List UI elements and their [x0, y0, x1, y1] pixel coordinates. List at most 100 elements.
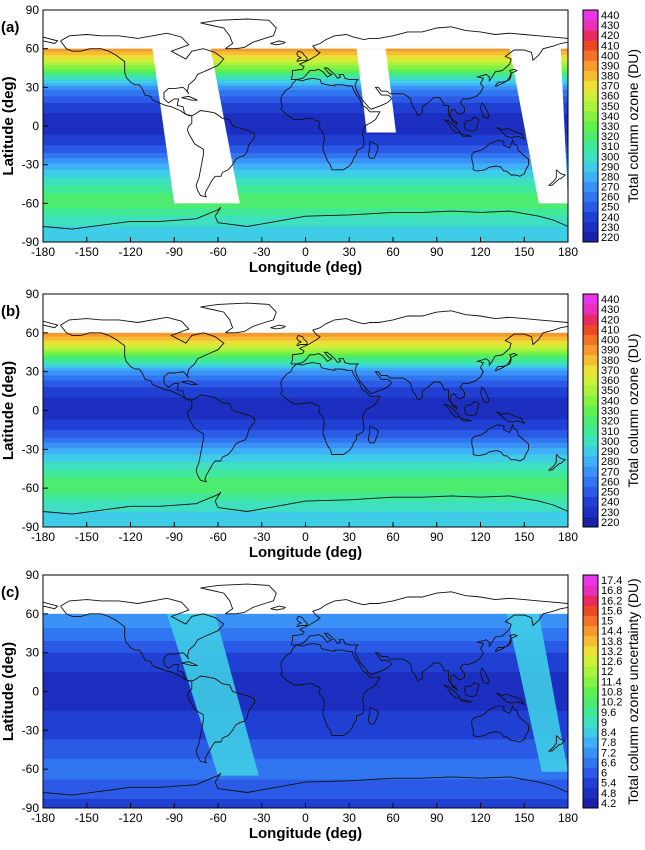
- lat-band: [43, 118, 568, 121]
- lat-band: [43, 519, 568, 522]
- lat-band: [43, 663, 568, 665]
- coastline: [471, 704, 530, 743]
- lat-band: [43, 230, 568, 233]
- lat-band: [43, 504, 568, 507]
- lat-band: [43, 685, 568, 687]
- lat-band: [43, 129, 568, 132]
- lat-band: [43, 641, 568, 643]
- lat-band: [43, 741, 568, 744]
- lat-band: [43, 159, 568, 162]
- lat-band: [43, 198, 568, 201]
- lat-band: [43, 630, 568, 633]
- x-tick-label: -90: [166, 530, 184, 544]
- lat-band: [43, 371, 568, 374]
- lat-band: [43, 476, 568, 479]
- lat-band: [43, 495, 568, 498]
- coastline: [443, 684, 461, 699]
- lat-band: [43, 697, 568, 700]
- lat-band: [43, 683, 568, 686]
- coastline: [186, 675, 255, 764]
- x-tick-label: -60: [209, 811, 227, 825]
- coastline: [43, 36, 59, 44]
- lat-band: [43, 748, 568, 751]
- colorbar-tick-label: 440: [601, 294, 619, 306]
- coastline: [459, 133, 472, 137]
- coastline: [459, 417, 472, 422]
- lat-band: [43, 202, 568, 204]
- colorbar-swatch: [583, 364, 598, 376]
- lat-band: [43, 194, 568, 197]
- lat-band: [43, 488, 568, 491]
- lat-band: [43, 642, 568, 645]
- lat-band: [43, 158, 568, 161]
- coastline: [494, 353, 519, 371]
- colorbar-tick-label: 16.2: [601, 595, 622, 607]
- coastline: [547, 169, 567, 186]
- lat-band: [43, 120, 568, 123]
- panel-2: -180 -150 -120 -90 -60 -30 0 30 60 90 120 150 180-90…: [0, 568, 641, 842]
- lat-band: [43, 410, 568, 413]
- colorbar-swatch: [583, 595, 598, 606]
- lat-band: [43, 216, 568, 219]
- lat-band: [43, 729, 568, 731]
- lat-band: [43, 726, 568, 729]
- lat-band: [43, 738, 568, 740]
- lat-band: [43, 234, 568, 237]
- lat-band: [43, 428, 568, 431]
- colorbar-tick-label: 410: [601, 40, 619, 52]
- lat-band: [43, 160, 568, 163]
- colorbar-tick-label: 360: [601, 91, 619, 103]
- y-tick-label: 90: [26, 287, 40, 301]
- coastline: [200, 583, 277, 615]
- lat-band: [43, 700, 568, 703]
- lat-band: [43, 793, 568, 796]
- lat-band: [43, 372, 568, 375]
- colorbar-label: Total column ozone (DU): [625, 49, 641, 203]
- lat-band: [43, 477, 568, 480]
- coastline: [290, 26, 568, 126]
- lat-band: [43, 86, 568, 88]
- x-tick-label: -90: [166, 811, 184, 825]
- lat-band: [43, 77, 568, 79]
- x-tick-label: -180: [31, 245, 55, 259]
- lat-band: [43, 736, 568, 739]
- coastline: [60, 32, 225, 117]
- lat-band: [43, 666, 568, 669]
- colorbar-swatch: [583, 716, 598, 728]
- x-tick-label: 90: [430, 245, 444, 259]
- lat-band: [43, 100, 568, 103]
- lat-band: [43, 382, 568, 384]
- colorbar-swatch: [583, 294, 598, 305]
- lat-band: [43, 105, 568, 108]
- lat-band: [43, 151, 568, 154]
- colorbar-swatch: [583, 625, 598, 637]
- lat-band: [43, 65, 568, 68]
- lat-band: [43, 449, 568, 452]
- lat-band: [43, 168, 568, 171]
- lat-band: [43, 749, 568, 752]
- lat-band: [43, 141, 568, 144]
- lat-band: [43, 694, 568, 696]
- lat-band: [43, 652, 568, 655]
- colorbar-swatch: [583, 30, 598, 41]
- lat-band: [43, 727, 568, 730]
- colorbar-swatch: [583, 354, 598, 366]
- lat-band: [43, 189, 568, 192]
- lat-band: [43, 716, 568, 718]
- lat-band: [43, 482, 568, 485]
- lat-band: [43, 147, 568, 150]
- colorbar-frame: [582, 293, 599, 528]
- lat-band: [43, 771, 568, 774]
- lat-band: [43, 629, 568, 632]
- y-tick-label: -60: [22, 762, 40, 776]
- lat-band: [43, 617, 568, 620]
- panels: -180 -150 -120 -90 -60 -30 0 30 60 90 120 150 180-90…: [0, 3, 641, 842]
- colorbar-tick-label: 220: [601, 517, 619, 529]
- lat-band: [43, 512, 568, 515]
- coastline: [43, 320, 59, 329]
- lat-band: [43, 779, 568, 782]
- y-tick-label: -90: [22, 801, 40, 815]
- lat-band: [43, 229, 568, 231]
- colorbar-tick-label: 11.4: [601, 676, 622, 688]
- colorbar-swatch: [583, 466, 598, 477]
